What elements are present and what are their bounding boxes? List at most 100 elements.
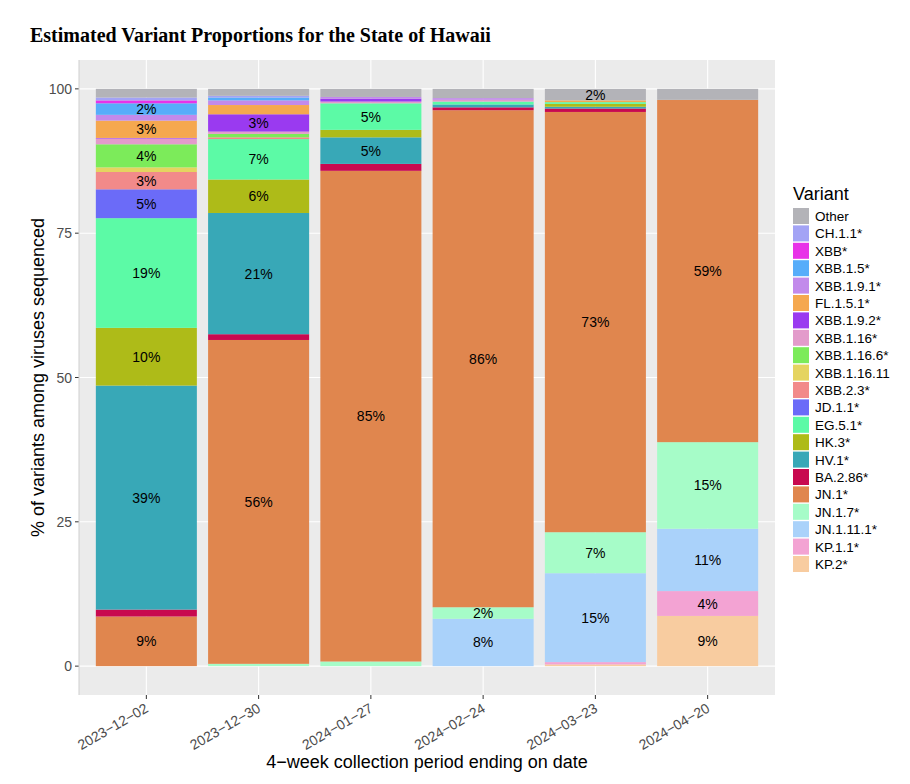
legend-key	[793, 521, 809, 537]
bar-segment	[208, 132, 309, 134]
data-label: 3%	[248, 115, 268, 131]
bar-segment	[657, 89, 758, 100]
legend-label: EG.5.1*	[815, 418, 863, 433]
bar-segment	[320, 164, 421, 171]
bar-segment	[433, 104, 534, 107]
bar-segment	[208, 179, 309, 212]
legend-key	[793, 434, 809, 450]
legend-label: KP.2*	[815, 557, 849, 572]
y-tick	[75, 521, 79, 522]
bar-segment	[208, 340, 309, 664]
bar-segment	[320, 662, 421, 667]
bar-segment	[433, 619, 534, 666]
bar-segment	[96, 167, 197, 172]
data-label: 39%	[132, 490, 160, 506]
legend-key	[793, 539, 809, 555]
legend-label: XBB.1.16.11	[815, 366, 890, 381]
bar-segment	[433, 100, 534, 102]
bar-segment	[208, 98, 309, 101]
bar-segment	[208, 213, 309, 334]
legend-key	[793, 243, 809, 259]
bar-segment	[96, 172, 197, 189]
y-tick-label: 100	[49, 81, 73, 97]
bar-segment	[433, 102, 534, 105]
data-label: 6%	[248, 188, 268, 204]
y-tick	[75, 88, 79, 89]
legend-key	[793, 504, 809, 520]
data-label: 4%	[136, 148, 156, 164]
x-tick-label: 2024−01−27	[299, 700, 375, 753]
legend-key	[793, 382, 809, 398]
data-label: 15%	[694, 477, 722, 493]
legend-label: XBB.1.16*	[815, 331, 878, 346]
legend-key	[793, 399, 809, 415]
legend-key	[793, 208, 809, 224]
data-label: 59%	[694, 263, 722, 279]
legend-key	[793, 295, 809, 311]
data-label: 5%	[361, 109, 381, 125]
chart: 02550751009%39%10%19%5%3%4%3%2%56%21%6%7…	[0, 0, 910, 784]
x-tick	[483, 695, 484, 699]
x-tick	[595, 695, 596, 699]
bar-segment	[320, 137, 421, 164]
title: Estimated Variant Proportions for the St…	[30, 24, 491, 47]
bar-segment	[433, 98, 534, 100]
legend-key	[793, 330, 809, 346]
bar-segment	[96, 386, 197, 610]
legend-label: CH.1.1*	[815, 226, 863, 241]
y-tick-label: 0	[64, 658, 72, 674]
y-tick	[75, 233, 79, 234]
data-label: 7%	[248, 151, 268, 167]
legend-key	[793, 225, 809, 241]
legend-key	[793, 365, 809, 381]
data-label: 9%	[136, 633, 156, 649]
x-tick-label: 2023−12−30	[187, 700, 263, 753]
legend-label: KP.1.1*	[815, 540, 860, 555]
x-tick-label: 2024−02−24	[412, 700, 488, 753]
bar-segment	[545, 662, 646, 664]
bar-segment	[545, 112, 646, 532]
x-tick	[146, 695, 147, 699]
y-axis-line	[79, 60, 80, 695]
bar-segment	[96, 98, 197, 101]
bar-segment	[545, 532, 646, 573]
bar-segment	[208, 114, 309, 131]
legend-key	[793, 312, 809, 328]
y-tick-label: 75	[56, 225, 72, 241]
data-label: 5%	[136, 196, 156, 212]
legend-label: HV.1*	[815, 453, 850, 468]
bar-segment	[96, 328, 197, 386]
legend-label: HK.3*	[815, 435, 851, 450]
legend-key	[793, 260, 809, 276]
bar-segment	[208, 89, 309, 96]
legend-label: JN.1.11.1*	[815, 522, 878, 537]
bar-segment	[320, 99, 421, 102]
legend-label: Other	[815, 209, 849, 224]
data-label: 7%	[585, 545, 605, 561]
bar-segment	[208, 664, 309, 666]
legend-label: XBB.1.9.2*	[815, 313, 882, 328]
bar-segment	[96, 121, 197, 138]
data-labels: 9%39%10%19%5%3%4%3%2%56%21%6%7%3%85%5%5%…	[132, 87, 721, 651]
bar-segment	[208, 96, 309, 98]
bar-segment	[320, 130, 421, 138]
legend-title: Variant	[793, 184, 849, 204]
bar-segment	[657, 442, 758, 529]
legend-label: JD.1.1*	[815, 400, 860, 415]
bar-segment	[208, 105, 309, 114]
x-tick	[370, 695, 371, 699]
bar-segment	[657, 591, 758, 616]
data-label: 4%	[698, 596, 718, 612]
data-label: 86%	[469, 351, 497, 367]
legend-key	[793, 452, 809, 468]
legend-label: JN.1.7*	[815, 505, 860, 520]
bar-segment	[545, 108, 646, 111]
bar-segment	[96, 218, 197, 328]
data-label: 15%	[581, 610, 609, 626]
bar-segment	[96, 139, 197, 145]
x-tick-label: 2024−03−23	[524, 700, 600, 753]
x-tick-label: 2024−04−20	[636, 700, 712, 753]
y-tick	[75, 377, 79, 378]
legend-key	[793, 469, 809, 485]
bar-segment	[657, 616, 758, 666]
